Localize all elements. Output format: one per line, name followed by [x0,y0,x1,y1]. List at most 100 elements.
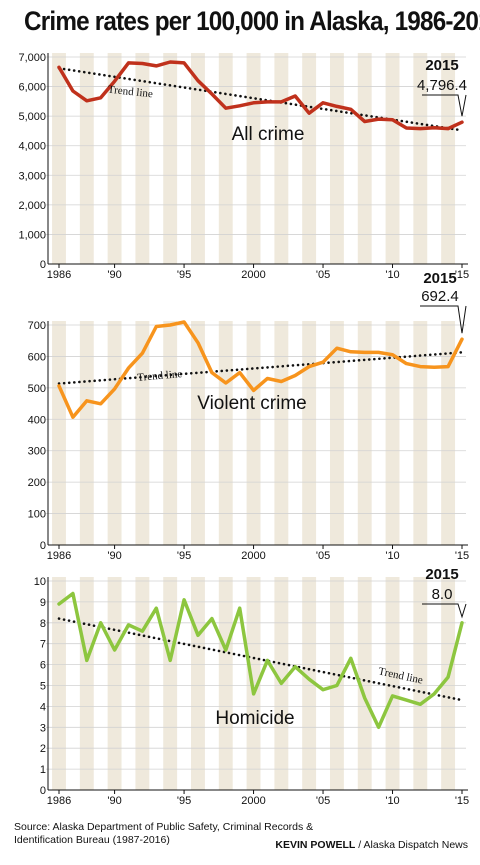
x-tick-label: 1986 [47,795,71,807]
annotation-pointer [422,603,467,619]
year-stripe [441,321,456,545]
source-note: Source: Alaska Department of Public Safe… [14,821,314,846]
series-label: Homicide [215,708,294,729]
annotation-pointer [420,305,467,334]
year-stripe [329,53,344,264]
year-stripe [135,53,150,264]
year-stripe [413,321,428,545]
year-stripe [329,321,344,545]
year-stripe [413,53,428,264]
x-tick-label: 2000 [241,550,265,562]
y-tick-label: 2 [40,743,46,755]
annotation-value: 692.4 [421,288,459,305]
y-tick-label: 200 [28,477,46,489]
y-tick-label: 6 [40,660,46,672]
all-crime-chart: 0 1,000 2,000 3,000 4,000 5,000 6,000 7,000 1986… [18,52,469,281]
x-tick-label: '15 [455,550,469,562]
series-label: All crime [232,124,305,145]
annotation-year: 2015 [425,57,458,74]
x-tick-label: '95 [177,269,191,281]
year-stripe [218,53,233,264]
year-stripe [163,321,178,545]
annotation-value: 4,796.4 [417,77,467,94]
x-tick-label: '05 [316,550,330,562]
trend-line [57,66,464,132]
year-stripe [191,577,205,790]
series-line [57,320,464,419]
y-tick-label: 5 [40,681,46,693]
y-tick-label: 2,000 [18,200,46,212]
y-tick-label: 400 [28,414,46,426]
year-stripe [52,577,66,790]
year-stripe [441,53,456,264]
year-stripe [107,321,122,545]
year-stripe [107,53,122,264]
x-tick-label: '95 [177,795,191,807]
y-tick-label: 500 [28,383,46,395]
year-stripe [79,53,94,264]
credit-line: KEVIN POWELL / Alaska Dispatch News [275,839,468,851]
y-tick-label: 5,000 [18,111,46,123]
year-stripe [246,321,261,545]
series-label: Violent crime [197,393,306,414]
year-stripe [302,53,317,264]
x-tick-label: '10 [385,550,399,562]
year-stripe [107,577,122,790]
year-stripe [385,577,400,790]
year-stripe [191,321,205,545]
y-tick-label: 0 [40,259,46,271]
y-tick-label: 7 [40,639,46,651]
credit-outlet: Alaska Dispatch News [363,839,468,851]
x-tick-label: '90 [107,269,121,281]
y-tick-label: 0 [40,785,46,797]
trend-line-label: Trend line [107,84,153,101]
y-tick-label: 100 [28,509,46,521]
trend-line-label: Trend line [137,368,183,384]
y-tick-label: 300 [28,446,46,458]
y-tick-label: 3 [40,722,46,734]
violent-crime-chart: 0 100 200 300 400 500 600 700 1986 '90 '95 2000 '05 '… [28,270,470,562]
y-tick-label: 1 [40,764,46,776]
year-stripe [52,321,66,545]
x-tick-label: 2000 [241,795,265,807]
year-stripe [79,577,94,790]
year-stripe [218,577,233,790]
x-tick-label: '15 [455,269,469,281]
chart-title: Crime rates per 100,000 in Alaska, 1986-… [24,6,480,36]
year-stripe [52,53,66,264]
year-stripe [274,53,289,264]
year-stripe [79,321,94,545]
x-tick-label: '90 [107,550,121,562]
x-tick-label: '05 [316,269,330,281]
x-tick-label: '10 [385,795,399,807]
x-tick-label: 1986 [47,550,71,562]
y-tick-label: 600 [28,351,46,363]
x-tick-label: 2000 [241,269,265,281]
x-tick-label: '05 [316,795,330,807]
y-tick-label: 0 [40,540,46,552]
year-stripe [135,577,150,790]
year-stripe [246,53,261,264]
x-tick-label: '95 [177,550,191,562]
year-stripe [357,321,372,545]
year-stripe [163,53,178,264]
y-tick-label: 7,000 [18,52,46,64]
year-stripe [413,577,428,790]
y-tick-label: 8 [40,618,46,630]
year-stripe [163,577,178,790]
x-tick-label: '15 [455,795,469,807]
year-stripe [302,577,317,790]
annotation-year: 2015 [423,270,456,287]
year-stripe [385,321,400,545]
credit-name: KEVIN POWELL [275,839,356,851]
series-line [57,591,464,730]
y-tick-label: 4 [40,701,46,713]
year-stripe [357,577,372,790]
year-stripe [302,321,317,545]
y-tick-label: 10 [34,576,46,588]
trend-line [57,617,464,702]
annotation-year: 2015 [425,566,458,583]
homicide-chart: 0 1 2 3 4 5 6 7 8 9 10 1986 '90 '95 2000 '05 '10 '15 Homic… [34,566,469,807]
y-tick-label: 6,000 [18,82,46,94]
year-stripe [357,53,372,264]
